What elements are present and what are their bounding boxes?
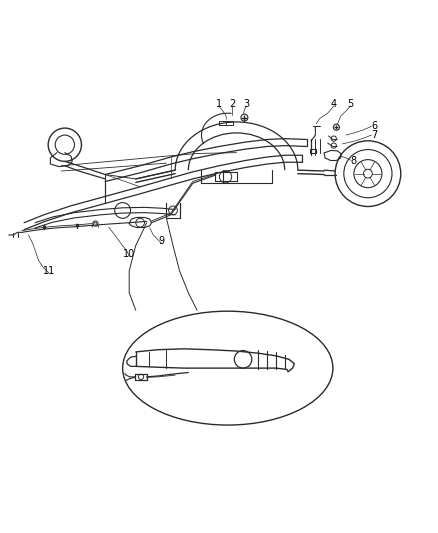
Text: 8: 8 (351, 156, 357, 166)
Text: 7: 7 (371, 130, 378, 140)
Text: 10: 10 (123, 249, 135, 259)
Text: 3: 3 (243, 99, 249, 109)
Text: 4: 4 (331, 99, 337, 109)
Text: 2: 2 (229, 99, 235, 109)
Text: 9: 9 (158, 236, 164, 246)
Text: 1: 1 (216, 99, 222, 109)
Text: 5: 5 (347, 99, 353, 109)
Text: 11: 11 (43, 266, 55, 276)
Text: 6: 6 (371, 122, 378, 131)
